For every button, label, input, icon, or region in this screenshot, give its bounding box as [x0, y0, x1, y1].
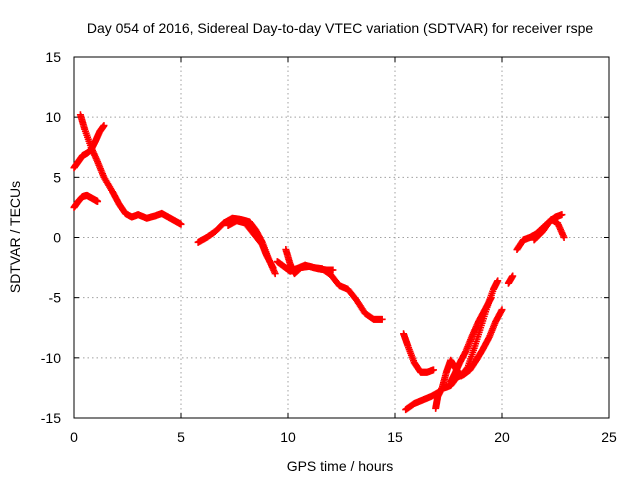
chart-marks: [70, 111, 568, 414]
axis-ticks: 0 5 10 15 20 25 -15 -10 -5 0 5 10 15: [41, 49, 617, 445]
chart-grid: [74, 57, 609, 418]
series-arc-15: [530, 215, 568, 244]
data-point: [94, 197, 102, 205]
series-arc-12: [447, 294, 495, 386]
series-arc-2: [70, 191, 102, 211]
series-arc-3: [76, 111, 185, 228]
x-tick-label: 0: [70, 429, 78, 445]
x-tick-label: 10: [280, 429, 296, 445]
data-point: [269, 264, 277, 272]
series-arc-9: [402, 388, 444, 414]
x-tick-label: 20: [494, 429, 510, 445]
data-point: [100, 122, 108, 130]
y-tick-label: 10: [45, 109, 61, 125]
y-tick-label: -5: [49, 290, 62, 306]
y-tick-label: 0: [53, 230, 61, 246]
x-tick-label: 15: [387, 429, 403, 445]
data-point: [177, 220, 185, 228]
series-arc-8: [400, 330, 438, 376]
y-tick-label: -15: [41, 410, 61, 426]
series-arc-5: [224, 217, 277, 272]
data-point: [329, 266, 337, 274]
y-tick-label: 15: [45, 49, 61, 65]
series-arc-7: [273, 258, 386, 323]
data-point: [558, 211, 566, 219]
data-point: [494, 277, 502, 285]
y-tick-label: 5: [53, 169, 61, 185]
y-tick-label: -10: [41, 350, 61, 366]
data-point: [498, 306, 506, 314]
data-point: [509, 272, 517, 280]
data-point: [560, 234, 568, 241]
data-point: [271, 270, 279, 278]
data-point: [378, 315, 386, 323]
x-tick-label: 5: [177, 429, 185, 445]
series-arc-13: [504, 272, 517, 287]
y-axis-label: SDTVAR / TECUs: [7, 181, 23, 293]
x-axis-label: GPS time / hours: [287, 458, 394, 474]
data-point: [487, 294, 495, 302]
data-point: [430, 366, 438, 374]
series-arc-11: [440, 306, 506, 392]
x-tick-label: 25: [601, 429, 617, 445]
chart-title: Day 054 of 2016, Sidereal Day-to-day VTE…: [87, 20, 593, 36]
